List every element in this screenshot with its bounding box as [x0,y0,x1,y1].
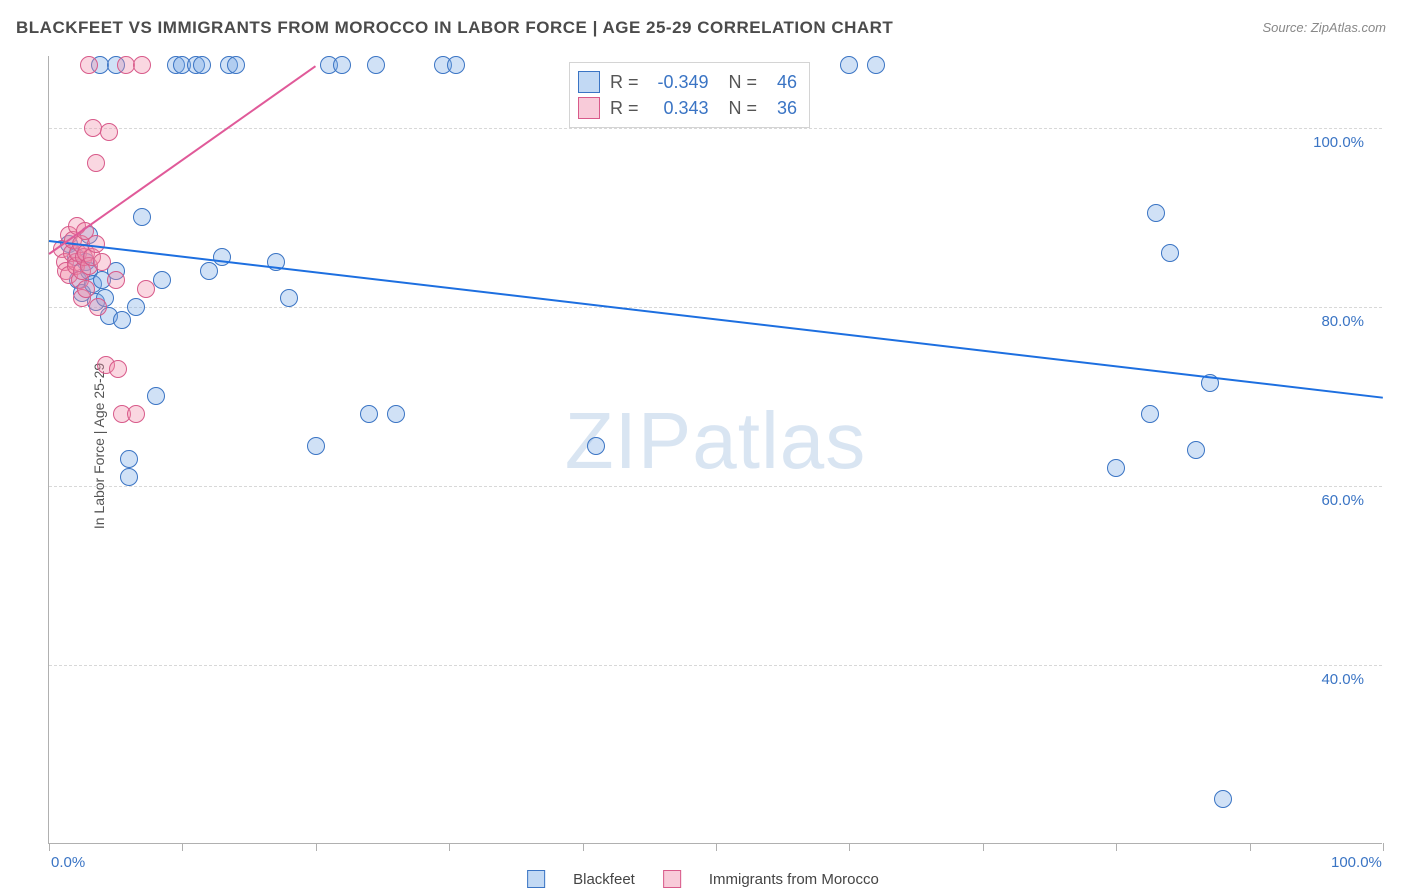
r-value: 0.343 [649,98,709,119]
data-point [133,208,151,226]
source-label: Source: ZipAtlas.com [1262,20,1386,35]
stats-box: R = -0.349 N = 46 R = 0.343 N = 36 [569,62,810,128]
x-tick [849,843,850,851]
data-point [447,56,465,74]
data-point [227,56,245,74]
r-value: -0.349 [649,72,709,93]
data-point [867,56,885,74]
x-tick [716,843,717,851]
data-point [107,271,125,289]
data-point [1214,790,1232,808]
data-point [1161,244,1179,262]
watermark: ZIPatlas [565,394,866,486]
y-tick-label: 40.0% [1321,671,1364,688]
r-label: R = [610,72,639,93]
data-point [213,248,231,266]
x-tick [182,843,183,851]
gridline [49,486,1382,487]
chart-container: BLACKFEET VS IMMIGRANTS FROM MOROCCO IN … [0,0,1406,892]
r-label: R = [610,98,639,119]
data-point [1141,405,1159,423]
data-point [93,253,111,271]
data-point [147,387,165,405]
data-point [87,154,105,172]
legend-label: Blackfeet [573,871,635,888]
n-label: N = [729,98,758,119]
data-point [1107,459,1125,477]
n-label: N = [729,72,758,93]
x-tick-label: 0.0% [51,854,85,871]
x-tick [1250,843,1251,851]
data-point [89,298,107,316]
data-point [587,437,605,455]
x-tick [49,843,50,851]
data-point [77,280,95,298]
data-point [360,405,378,423]
x-tick [1383,843,1384,851]
chart-title: BLACKFEET VS IMMIGRANTS FROM MOROCCO IN … [16,18,893,38]
data-point [280,289,298,307]
data-point [333,56,351,74]
plot-area: ZIPatlas 40.0%60.0%80.0%100.0%0.0%100.0%… [48,56,1382,844]
legend-swatch [527,870,545,888]
data-point [100,123,118,141]
data-point [80,56,98,74]
data-point [387,405,405,423]
data-point [137,280,155,298]
legend: Blackfeet Immigrants from Morocco [527,870,879,888]
data-point [127,298,145,316]
data-point [307,437,325,455]
data-point [193,56,211,74]
x-tick [983,843,984,851]
y-tick-label: 100.0% [1313,134,1364,151]
data-point [840,56,858,74]
stats-row: R = -0.349 N = 46 [578,69,797,95]
x-tick [1116,843,1117,851]
data-point [109,360,127,378]
n-value: 46 [767,72,797,93]
gridline [49,307,1382,308]
y-tick-label: 60.0% [1321,492,1364,509]
series-swatch [578,97,600,119]
data-point [200,262,218,280]
stats-row: R = 0.343 N = 36 [578,95,797,121]
legend-swatch [663,870,681,888]
data-point [120,450,138,468]
data-point [120,468,138,486]
legend-label: Immigrants from Morocco [709,871,879,888]
data-point [127,405,145,423]
x-tick-label: 100.0% [1331,854,1382,871]
series-swatch [578,71,600,93]
data-point [1187,441,1205,459]
x-tick [316,843,317,851]
data-point [1147,204,1165,222]
data-point [133,56,151,74]
x-tick [583,843,584,851]
gridline [49,665,1382,666]
x-tick [449,843,450,851]
data-point [113,311,131,329]
data-point [153,271,171,289]
n-value: 36 [767,98,797,119]
data-point [367,56,385,74]
y-tick-label: 80.0% [1321,313,1364,330]
trend-line [49,240,1383,399]
